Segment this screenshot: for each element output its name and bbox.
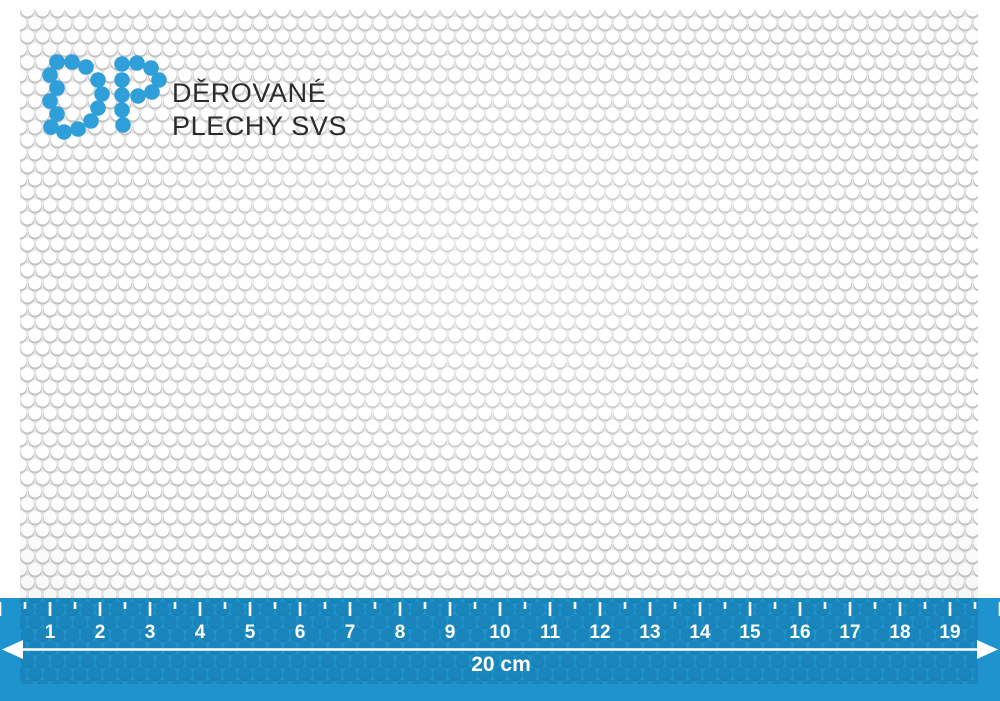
ruler-major-tick [398, 602, 402, 616]
ruler-major-tick [998, 602, 1000, 616]
ruler-major-tick [198, 602, 202, 616]
ruler-minor-tick [523, 602, 527, 609]
ruler-numbers: 1 2 3 4 5 6 7 8 9 10 11 12 13 14 15 16 17 18 19 [45, 622, 961, 643]
ruler-number: 12 [589, 622, 610, 643]
ruler-total-length-label: 20 cm [471, 653, 531, 676]
logo-dot [42, 67, 58, 83]
ruler-major-tick [48, 602, 52, 616]
ruler-major-tick [248, 602, 252, 616]
ruler-ticks [0, 602, 1000, 616]
ruler-minor-tick [423, 602, 427, 609]
ruler-number: 9 [445, 622, 456, 643]
ruler-major-tick [298, 602, 302, 616]
ruler-minor-tick [473, 602, 477, 609]
logo-dot [114, 87, 130, 103]
ruler-number: 18 [889, 622, 910, 643]
ruler-major-tick [548, 602, 552, 616]
ruler-number: 2 [95, 622, 106, 643]
logo-dot [114, 56, 130, 72]
ruler-minor-tick [573, 602, 577, 609]
ruler-arrow-right-head-icon [977, 640, 998, 659]
logo-dot [114, 102, 130, 118]
ruler-major-tick [148, 602, 152, 616]
logo-dot [49, 106, 65, 122]
logo-dot [78, 59, 94, 75]
logo-dot [114, 72, 130, 88]
logo-dot [70, 121, 86, 137]
ruler-minor-tick [673, 602, 677, 609]
ruler-major-tick [348, 602, 352, 616]
ruler-minor-tick [623, 602, 627, 609]
ruler-major-tick [698, 602, 702, 616]
ruler-minor-tick [923, 602, 927, 609]
ruler-minor-tick [173, 602, 177, 609]
ruler-number: 16 [789, 622, 810, 643]
ruler-number: 11 [540, 622, 561, 643]
ruler-minor-tick [973, 602, 977, 609]
logo-dot [64, 54, 80, 70]
ruler-major-tick [598, 602, 602, 616]
ruler-number: 14 [689, 622, 711, 643]
ruler-minor-tick [723, 602, 727, 609]
logo-dot [130, 88, 146, 104]
ruler: 1 2 3 4 5 6 7 8 9 10 11 12 13 14 15 16 17 18 19 20 cm [0, 598, 1000, 701]
logo-dot [83, 113, 99, 129]
logo-dot [90, 72, 106, 88]
logo-dot [94, 86, 110, 102]
logo-dot [49, 54, 65, 70]
sheet-lighting-vignette [20, 10, 978, 684]
logo-dot [129, 55, 145, 71]
ruler-minor-tick [373, 602, 377, 609]
logo-dot [90, 100, 106, 116]
ruler-minor-tick [873, 602, 877, 609]
ruler-major-tick [448, 602, 452, 616]
ruler-number: 6 [295, 622, 306, 643]
ruler-number: 17 [839, 622, 860, 643]
ruler-arrow [2, 640, 998, 659]
ruler-arrow-left-head-icon [2, 640, 23, 659]
ruler-number: 10 [489, 622, 510, 643]
logo-wordmark-line1: DĚROVANÉ [172, 77, 326, 108]
ruler-number: 8 [395, 622, 406, 643]
logo-dot [42, 93, 58, 109]
ruler-number: 1 [45, 622, 56, 643]
dp-logo-mark-icon [42, 54, 167, 140]
logo-wordmark-line2: PLECHY SVS [172, 111, 347, 141]
logo-dot [56, 124, 72, 140]
logo-dot [43, 119, 59, 135]
ruler-minor-tick [773, 602, 777, 609]
ruler-major-tick [648, 602, 652, 616]
logo-dot [115, 117, 131, 133]
ruler-minor-tick [73, 602, 77, 609]
ruler-minor-tick [223, 602, 227, 609]
ruler-major-tick [498, 602, 502, 616]
ruler-number: 15 [739, 622, 761, 643]
ruler-minor-tick [323, 602, 327, 609]
ruler-minor-tick [823, 602, 827, 609]
ruler-minor-tick [23, 602, 27, 609]
logo-dot [143, 60, 159, 76]
ruler-major-tick [948, 602, 952, 616]
logo-dot [151, 72, 167, 88]
ruler-number: 7 [345, 622, 356, 643]
ruler-number: 19 [939, 622, 960, 643]
ruler-major-tick [0, 602, 2, 616]
ruler-minor-tick [273, 602, 277, 609]
ruler-number: 4 [195, 622, 206, 643]
ruler-major-tick [898, 602, 902, 616]
ruler-minor-tick [123, 602, 127, 609]
logo-dot [144, 84, 160, 100]
ruler-major-tick [848, 602, 852, 616]
ruler-major-tick [98, 602, 102, 616]
ruler-major-tick [798, 602, 802, 616]
logo-dot [49, 80, 65, 96]
ruler-major-tick [748, 602, 752, 616]
ruler-number: 5 [245, 622, 256, 643]
ruler-number: 3 [145, 622, 156, 643]
ruler-number: 13 [639, 622, 660, 643]
